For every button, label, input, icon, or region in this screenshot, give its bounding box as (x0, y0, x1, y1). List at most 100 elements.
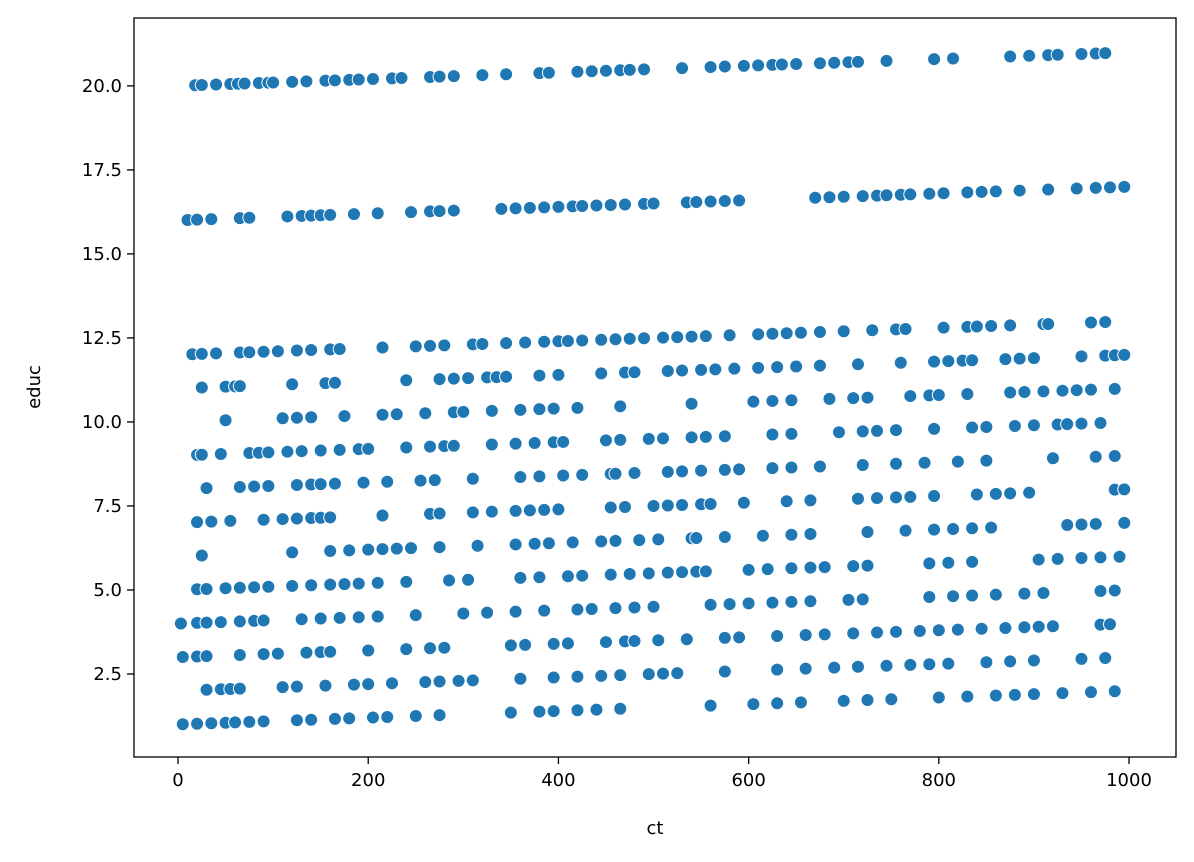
point (413, 473, 428, 488)
point (1107, 381, 1122, 396)
point (375, 542, 390, 557)
point (204, 212, 219, 227)
point (1088, 449, 1103, 464)
point (1017, 620, 1032, 635)
point (675, 363, 690, 378)
point (598, 635, 613, 650)
point (946, 589, 961, 604)
point (1012, 351, 1027, 366)
point (570, 64, 585, 79)
point (789, 359, 804, 374)
point (232, 479, 247, 494)
point (746, 697, 761, 712)
point (846, 559, 861, 574)
point (846, 626, 861, 641)
point (703, 194, 718, 209)
point (446, 438, 461, 453)
point (1098, 314, 1113, 329)
point (637, 331, 652, 346)
point (408, 608, 423, 623)
point (299, 74, 314, 89)
point (1117, 482, 1132, 497)
point (304, 343, 319, 358)
point (803, 560, 818, 575)
y-tick-label: 15.0 (82, 244, 122, 265)
point (232, 648, 247, 663)
point (1036, 586, 1051, 601)
y-tick-label: 2.5 (93, 664, 122, 685)
point (770, 696, 785, 711)
point (575, 199, 590, 214)
point (456, 404, 471, 419)
point (313, 443, 328, 458)
point (465, 471, 480, 486)
point (289, 511, 304, 526)
point (1007, 418, 1022, 433)
point (385, 676, 400, 691)
point (1103, 617, 1118, 632)
point (637, 62, 652, 77)
point (736, 58, 751, 73)
point (332, 342, 347, 357)
point (575, 568, 590, 583)
point (432, 204, 447, 219)
point (622, 331, 637, 346)
point (879, 188, 894, 203)
point (722, 328, 737, 343)
point (361, 677, 376, 692)
point (594, 332, 609, 347)
point (893, 355, 908, 370)
point (551, 502, 566, 517)
point (275, 680, 290, 695)
point (698, 329, 713, 344)
point (660, 364, 675, 379)
point (432, 708, 447, 723)
point (556, 468, 571, 483)
point (275, 411, 290, 426)
point (337, 577, 352, 592)
point (965, 353, 980, 368)
point (494, 201, 509, 216)
point (275, 512, 290, 527)
point (1055, 686, 1070, 701)
point (613, 668, 628, 683)
point (827, 660, 842, 675)
point (1088, 516, 1103, 531)
point (508, 503, 523, 518)
point (432, 506, 447, 521)
point (1022, 485, 1037, 500)
point (889, 423, 904, 438)
x-tick-label: 400 (541, 770, 575, 791)
point (1074, 651, 1089, 666)
point (822, 391, 837, 406)
point (998, 620, 1013, 635)
point (860, 693, 875, 708)
point (855, 457, 870, 472)
point (1050, 47, 1065, 62)
point (1007, 687, 1022, 702)
point (779, 494, 794, 509)
point (741, 562, 756, 577)
point (289, 343, 304, 358)
point (598, 433, 613, 448)
point (546, 636, 561, 651)
point (641, 667, 656, 682)
point (1112, 549, 1127, 564)
point (903, 657, 918, 672)
point (508, 604, 523, 619)
point (570, 669, 585, 684)
point (751, 360, 766, 375)
point (285, 578, 300, 593)
point (213, 447, 228, 462)
point (270, 646, 285, 661)
point (375, 508, 390, 523)
point (651, 532, 666, 547)
point (656, 431, 671, 446)
point (175, 650, 190, 665)
point (432, 372, 447, 387)
point (646, 498, 661, 513)
point (1074, 349, 1089, 364)
point (304, 712, 319, 727)
point (1045, 619, 1060, 634)
point (946, 521, 961, 536)
